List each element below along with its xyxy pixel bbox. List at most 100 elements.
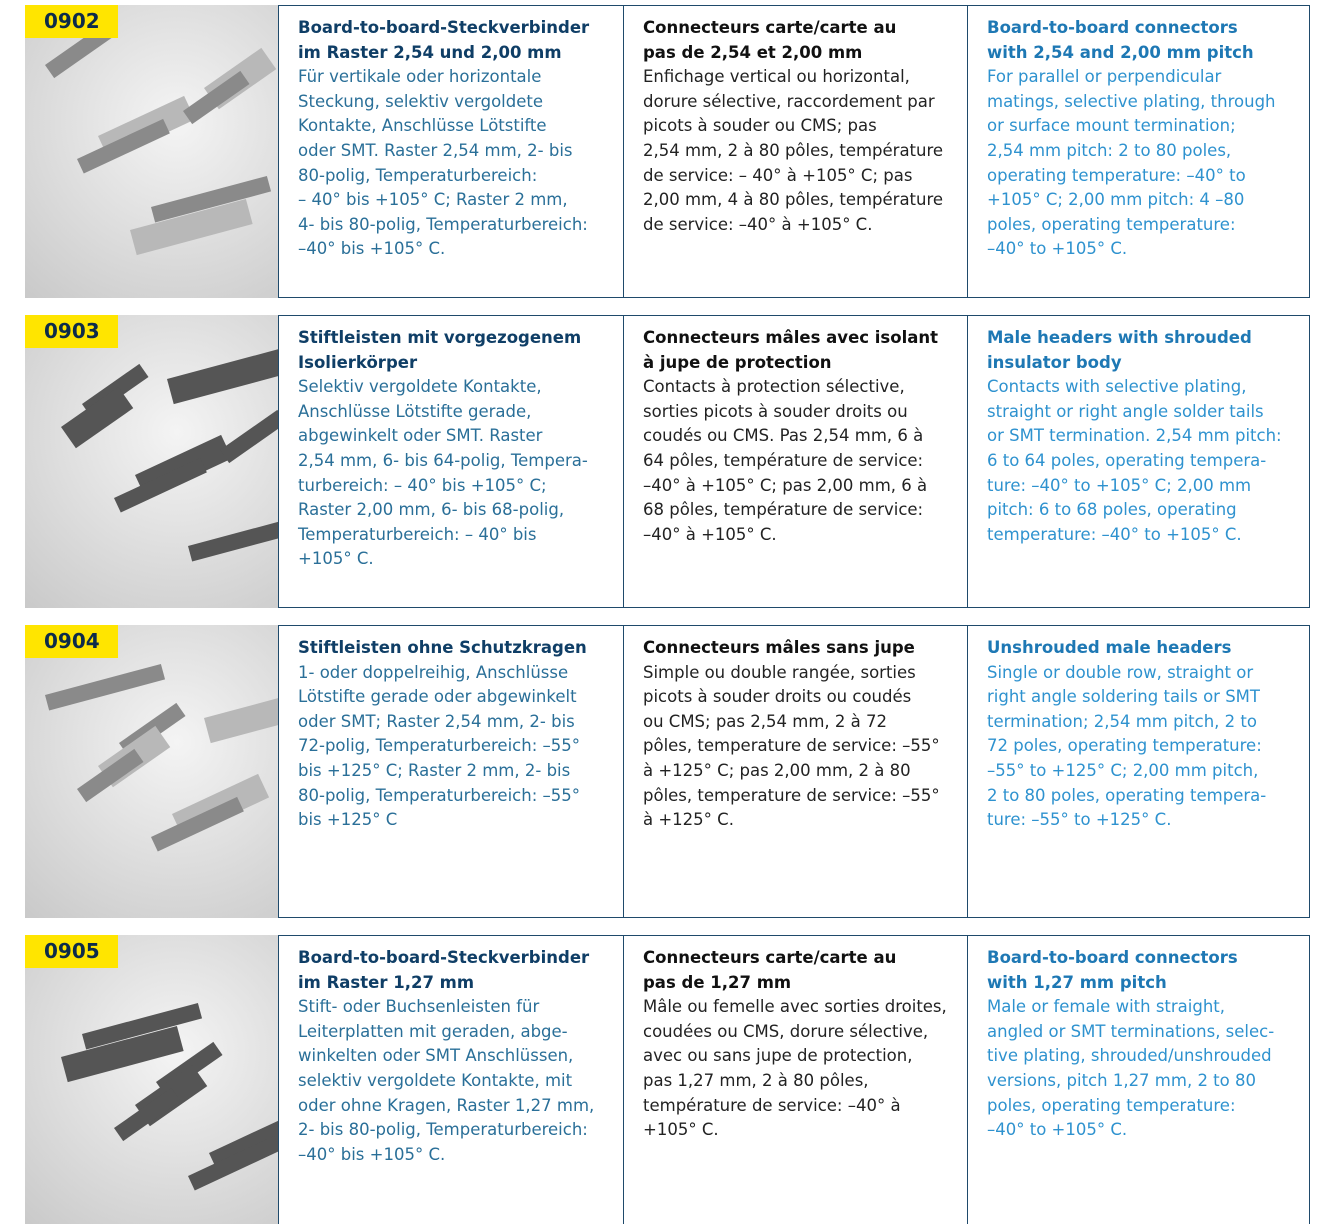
body-line: –40° to +105° C. (987, 1120, 1128, 1140)
body-line: 2 to 80 poles, operating tempera- (987, 785, 1267, 805)
description-de: Stiftleisten mit vorgezogenem Isolierkörp… (279, 316, 623, 607)
body-line: ou CMS; pas 2,54 mm, 2 à 72 (643, 711, 887, 731)
body-line: 4- bis 80-polig, Temperaturbereich: (298, 214, 588, 234)
body-line: avec ou sans jupe de protection, (643, 1046, 913, 1066)
body-line: right angle soldering tails or SMT (987, 687, 1260, 707)
body-line: sorties picots à souder droits ou (643, 401, 908, 421)
title-line: Connecteurs carte/carte au (643, 948, 897, 967)
description-box: Board-to-board-Steckverbinder im Raster 2… (278, 5, 1310, 298)
body-line: Simple ou double rangée, sorties (643, 662, 916, 682)
body-line: –40° bis +105° C. (298, 1144, 446, 1164)
body-line: temperature: –40° to +105° C. (987, 524, 1242, 544)
body-line: Raster 2,00 mm, 6- bis 68-polig, (298, 500, 565, 520)
description-en: Board-to-board connectors with 2,54 and 2… (967, 6, 1311, 297)
description-fr: Connecteurs carte/carte au pas de 2,54 et… (623, 6, 967, 297)
body-line: picots à souder ou CMS; pas (643, 116, 877, 136)
title-line: with 1,27 mm pitch (987, 972, 1167, 992)
body-line: Leiterplatten mit geraden, abge- (298, 1021, 568, 1041)
body-line: –55° to +125° C; 2,00 mm pitch, (987, 760, 1259, 780)
body-line: –40° à +105° C. (643, 524, 777, 544)
body-line: 2,00 mm, 4 à 80 pôles, température (643, 190, 944, 210)
title-line: insulator body (987, 352, 1122, 372)
body-line: straight or right angle solder tails (987, 401, 1264, 421)
body-line: Stift- oder Buchsenleisten für (298, 997, 540, 1017)
title-line: Stiftleisten ohne Schutzkragen (298, 638, 587, 657)
title-line: im Raster 1,27 mm (298, 972, 475, 992)
body-line: angled or SMT terminations, selec- (987, 1021, 1275, 1041)
body-line: oder SMT. Raster 2,54 mm, 2- bis (298, 140, 573, 160)
description-box: Stiftleisten mit vorgezogenem Isolierkörp… (278, 315, 1310, 608)
body-line: pôles, temperature de service: –55° (643, 785, 940, 805)
body-line: à +125° C. (643, 810, 734, 830)
body-line: versions, pitch 1,27 mm, 2 to 80 (987, 1070, 1256, 1090)
body-line: de service: –40° à +105° C. (643, 214, 873, 234)
body-line: +105° C. (298, 549, 374, 569)
body-line: Für vertikale oder horizontale (298, 67, 542, 87)
body-line: or surface mount termination; (987, 116, 1236, 136)
title-line: pas de 1,27 mm (643, 972, 792, 992)
body-line: poles, operating temperature: (987, 1095, 1236, 1115)
body-line: bis +125° C; Raster 2 mm, 2- bis (298, 760, 571, 780)
body-line: 80-polig, Temperaturbereich: (298, 165, 538, 185)
product-image (25, 935, 278, 1224)
body-line: operating temperature: –40° to (987, 165, 1246, 185)
body-line: pitch: 6 to 68 poles, operating (987, 500, 1237, 520)
body-line: Enfichage vertical ou horizontal, (643, 67, 910, 87)
title-line: Connecteurs carte/carte au (643, 18, 897, 37)
body-line: coudées ou CMS, dorure sélective, (643, 1021, 929, 1041)
body-line: 80-polig, Temperaturbereich: –55° (298, 785, 580, 805)
description-en: Board-to-board connectors with 1,27 mm pi… (967, 936, 1311, 1224)
body-line: température de service: –40° à (643, 1095, 901, 1115)
description-fr: Connecteurs carte/carte au pas de 1,27 mm… (623, 936, 967, 1224)
title-line: Board-to-board-Steckverbinder (298, 18, 590, 37)
body-line: 2,54 mm, 2 à 80 pôles, température (643, 140, 944, 160)
title-line: Board-to-board connectors (987, 948, 1238, 967)
body-line: ture: –55° to +125° C. (987, 810, 1172, 830)
body-line: picots à souder droits ou coudés (643, 687, 912, 707)
title-line: im Raster 2,54 und 2,00 mm (298, 42, 562, 62)
body-line: –40° to +105° C. (987, 239, 1128, 259)
body-line: 1- oder doppelreihig, Anschlüsse (298, 662, 569, 682)
body-line: Selektiv vergoldete Kontakte, (298, 377, 542, 397)
body-line: 6 to 64 poles, operating tempera- (987, 450, 1267, 470)
body-line: pôles, temperature de service: –55° (643, 736, 940, 756)
body-line: 72 poles, operating temperature: (987, 736, 1262, 756)
body-line: bis +125° C (298, 810, 398, 830)
title-line: Board-to-board-Steckverbinder (298, 948, 590, 967)
body-line: oder SMT; Raster 2,54 mm, 2- bis (298, 711, 575, 731)
product-photo (45, 24, 277, 256)
title-line: with 2,54 and 2,00 mm pitch (987, 42, 1254, 62)
body-line: +105° C. (643, 1120, 719, 1140)
body-line: Temperaturbereich: – 40° bis (298, 524, 537, 544)
description-box: Board-to-board-Steckverbinder im Raster 1… (278, 935, 1310, 1224)
description-en: Unshrouded male headers Single or double … (967, 626, 1311, 917)
product-code: 0905 (25, 935, 118, 968)
description-de: Stiftleisten ohne Schutzkragen 1- oder do… (279, 626, 623, 917)
body-line: oder ohne Kragen, Raster 1,27 mm, (298, 1095, 595, 1115)
body-line: termination; 2,54 mm pitch, 2 to (987, 711, 1257, 731)
body-line: 2- bis 80-polig, Temperaturbereich: (298, 1120, 588, 1140)
body-line: turbereich: – 40° bis +105° C; (298, 475, 547, 495)
body-line: tive plating, shrouded/unshrouded (987, 1046, 1272, 1066)
title-line: Unshrouded male headers (987, 638, 1232, 657)
body-line: coudés ou CMS. Pas 2,54 mm, 6 à (643, 426, 924, 446)
body-line: poles, operating temperature: (987, 214, 1236, 234)
body-line: abgewinkelt oder SMT. Raster (298, 426, 543, 446)
title-line: Board-to-board connectors (987, 18, 1238, 37)
body-line: de service: – 40° à +105° C; pas (643, 165, 913, 185)
body-line: For parallel or perpendicular (987, 67, 1222, 87)
title-line: Isolierkörper (298, 352, 418, 372)
product-image (25, 625, 278, 918)
title-line: à jupe de protection (643, 352, 832, 372)
body-line: ture: –40° to +105° C; 2,00 mm (987, 475, 1252, 495)
body-line: Contacts with selective plating, (987, 377, 1247, 397)
product-code: 0903 (25, 315, 118, 348)
body-line: à +125° C; pas 2,00 mm, 2 à 80 (643, 760, 911, 780)
description-fr: Connecteurs mâles avec isolant à jupe de … (623, 316, 967, 607)
body-line: +105° C; 2,00 mm pitch: 4 –80 (987, 190, 1245, 210)
product-photo (44, 663, 278, 852)
body-line: or SMT termination. 2,54 mm pitch: (987, 426, 1282, 446)
title-line: pas de 2,54 et 2,00 mm (643, 42, 863, 62)
description-fr: Connecteurs mâles sans jupe Simple ou dou… (623, 626, 967, 917)
